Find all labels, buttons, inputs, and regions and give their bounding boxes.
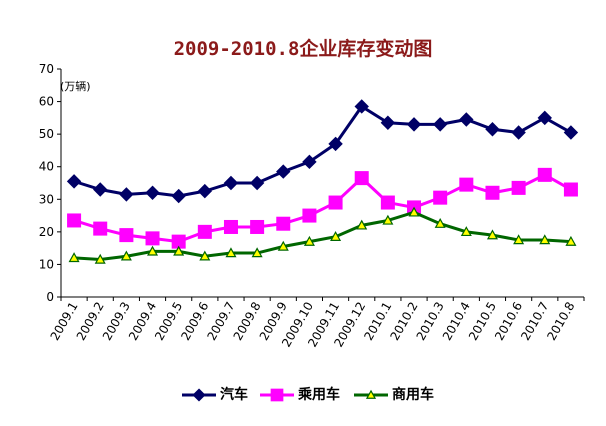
y-tick-label: 30	[39, 192, 54, 206]
series-line-commercial	[73, 210, 572, 262]
data-point-commercial	[225, 247, 237, 258]
data-point-car	[328, 136, 343, 152]
y-tick-label: 70	[39, 62, 54, 76]
y-tick-label: 0	[46, 290, 54, 304]
data-point-car	[459, 112, 474, 127]
legend-marker-passenger	[270, 388, 284, 402]
data-point-car	[66, 174, 82, 189]
data-point-commercial	[173, 245, 185, 256]
data-point-commercial	[68, 252, 80, 263]
data-point-passenger	[93, 221, 108, 236]
data-point-car	[380, 115, 396, 130]
data-point-commercial	[434, 217, 446, 228]
data-point-car	[145, 185, 160, 200]
data-point-car	[302, 154, 317, 170]
data-point-car	[171, 188, 186, 204]
data-point-passenger	[223, 219, 238, 234]
data-point-car	[563, 125, 579, 140]
data-point-commercial	[460, 226, 472, 237]
data-point-commercial	[303, 235, 315, 246]
data-point-passenger	[67, 213, 82, 228]
data-point-passenger	[511, 180, 526, 195]
data-point-passenger	[145, 231, 160, 246]
legend: 汽车 乘用车 商用车	[0, 385, 606, 405]
data-point-car	[511, 125, 526, 140]
data-point-passenger	[380, 195, 395, 210]
data-point-car	[432, 117, 448, 132]
data-point-commercial	[356, 219, 368, 230]
data-point-commercial	[486, 229, 498, 240]
data-point-commercial	[120, 250, 132, 261]
legend-marker-car	[192, 388, 206, 402]
data-point-passenger	[302, 208, 317, 223]
data-point-passenger	[537, 167, 552, 182]
data-point-commercial	[330, 231, 342, 241]
data-point-car	[223, 175, 239, 191]
data-point-passenger	[250, 219, 265, 234]
y-tick-label: 20	[39, 225, 54, 239]
data-point-passenger	[119, 228, 134, 243]
data-point-commercial	[539, 234, 551, 245]
data-point-commercial	[382, 214, 394, 225]
y-axis-unit-label: (万辆)	[60, 80, 91, 93]
series-line-car	[73, 104, 572, 198]
data-point-car	[537, 110, 552, 126]
data-point-car	[119, 187, 134, 202]
legend-swatch-passenger	[260, 388, 294, 402]
data-point-commercial	[277, 240, 289, 251]
legend-label-car: 汽车	[220, 387, 248, 403]
y-tick-label: 10	[39, 257, 54, 271]
y-tick-label: 60	[39, 95, 54, 109]
y-tick-label: 50	[39, 127, 54, 141]
data-point-passenger	[354, 171, 369, 186]
legend-label-passenger: 乘用车	[298, 387, 340, 403]
data-point-car	[406, 117, 422, 132]
data-point-commercial	[565, 235, 577, 246]
data-point-passenger	[276, 216, 291, 231]
data-point-commercial	[251, 247, 263, 258]
data-point-car	[354, 99, 369, 114]
data-point-car	[249, 175, 265, 191]
legend-swatch-car	[182, 388, 216, 402]
data-point-commercial	[94, 253, 106, 264]
data-point-passenger	[197, 224, 212, 239]
data-point-passenger	[433, 190, 448, 205]
legend-swatch-commercial	[354, 389, 388, 399]
data-point-commercial	[199, 250, 211, 261]
data-point-commercial	[147, 245, 159, 256]
chart-title: 2009-2010.8企业库存变动图	[173, 38, 433, 60]
data-point-passenger	[563, 182, 578, 197]
legend-marker-commercial	[365, 389, 377, 399]
data-point-car	[197, 183, 213, 199]
data-point-passenger	[459, 177, 474, 192]
data-point-car	[485, 122, 500, 137]
data-point-commercial	[513, 234, 525, 245]
data-point-commercial	[408, 206, 420, 217]
legend-label-commercial: 商用车	[392, 387, 434, 403]
data-point-passenger	[328, 195, 343, 210]
y-tick-label: 40	[39, 160, 54, 174]
data-point-car	[93, 182, 108, 197]
data-point-car	[276, 164, 291, 179]
data-point-passenger	[485, 185, 500, 200]
